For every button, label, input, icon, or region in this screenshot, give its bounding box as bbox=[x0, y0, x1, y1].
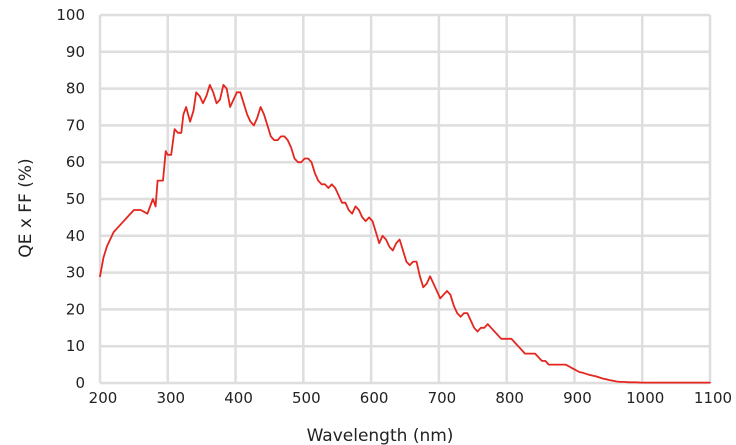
y-tick-label: 100 bbox=[56, 6, 85, 24]
y-tick-label: 10 bbox=[66, 337, 85, 355]
y-tick-label: 0 bbox=[75, 374, 85, 392]
y-tick-label: 80 bbox=[66, 80, 85, 98]
x-axis-title: Wavelength (nm) bbox=[307, 426, 454, 445]
grid-layer bbox=[98, 13, 712, 385]
y-tick-label: 60 bbox=[66, 153, 85, 171]
x-tick-label: 200 bbox=[89, 389, 118, 407]
x-tick-label: 1000 bbox=[626, 389, 664, 407]
x-tick-label: 800 bbox=[495, 389, 524, 407]
x-tick-label: 300 bbox=[156, 389, 185, 407]
x-tick-label: 600 bbox=[360, 389, 389, 407]
y-axis-title: QE x FF (%) bbox=[16, 158, 36, 257]
x-tick-label: 400 bbox=[224, 389, 253, 407]
y-tick-label: 40 bbox=[66, 227, 85, 245]
x-tick-label: 700 bbox=[428, 389, 457, 407]
y-tick-label: 90 bbox=[66, 43, 85, 61]
qe-series-line bbox=[99, 84, 711, 384]
x-tick-label: 1100 bbox=[694, 389, 732, 407]
y-tick-label: 50 bbox=[66, 190, 85, 208]
y-tick-label: 30 bbox=[66, 264, 85, 282]
y-tick-label: 20 bbox=[66, 300, 85, 318]
y-tick-label: 70 bbox=[66, 116, 85, 134]
x-tick-label: 500 bbox=[292, 389, 321, 407]
series-layer bbox=[99, 84, 711, 384]
tick-layer: 200 300 400 500 600 700 800 900 1000 1100 0 10 20 30 4… bbox=[56, 6, 732, 407]
x-tick-label: 900 bbox=[563, 389, 592, 407]
